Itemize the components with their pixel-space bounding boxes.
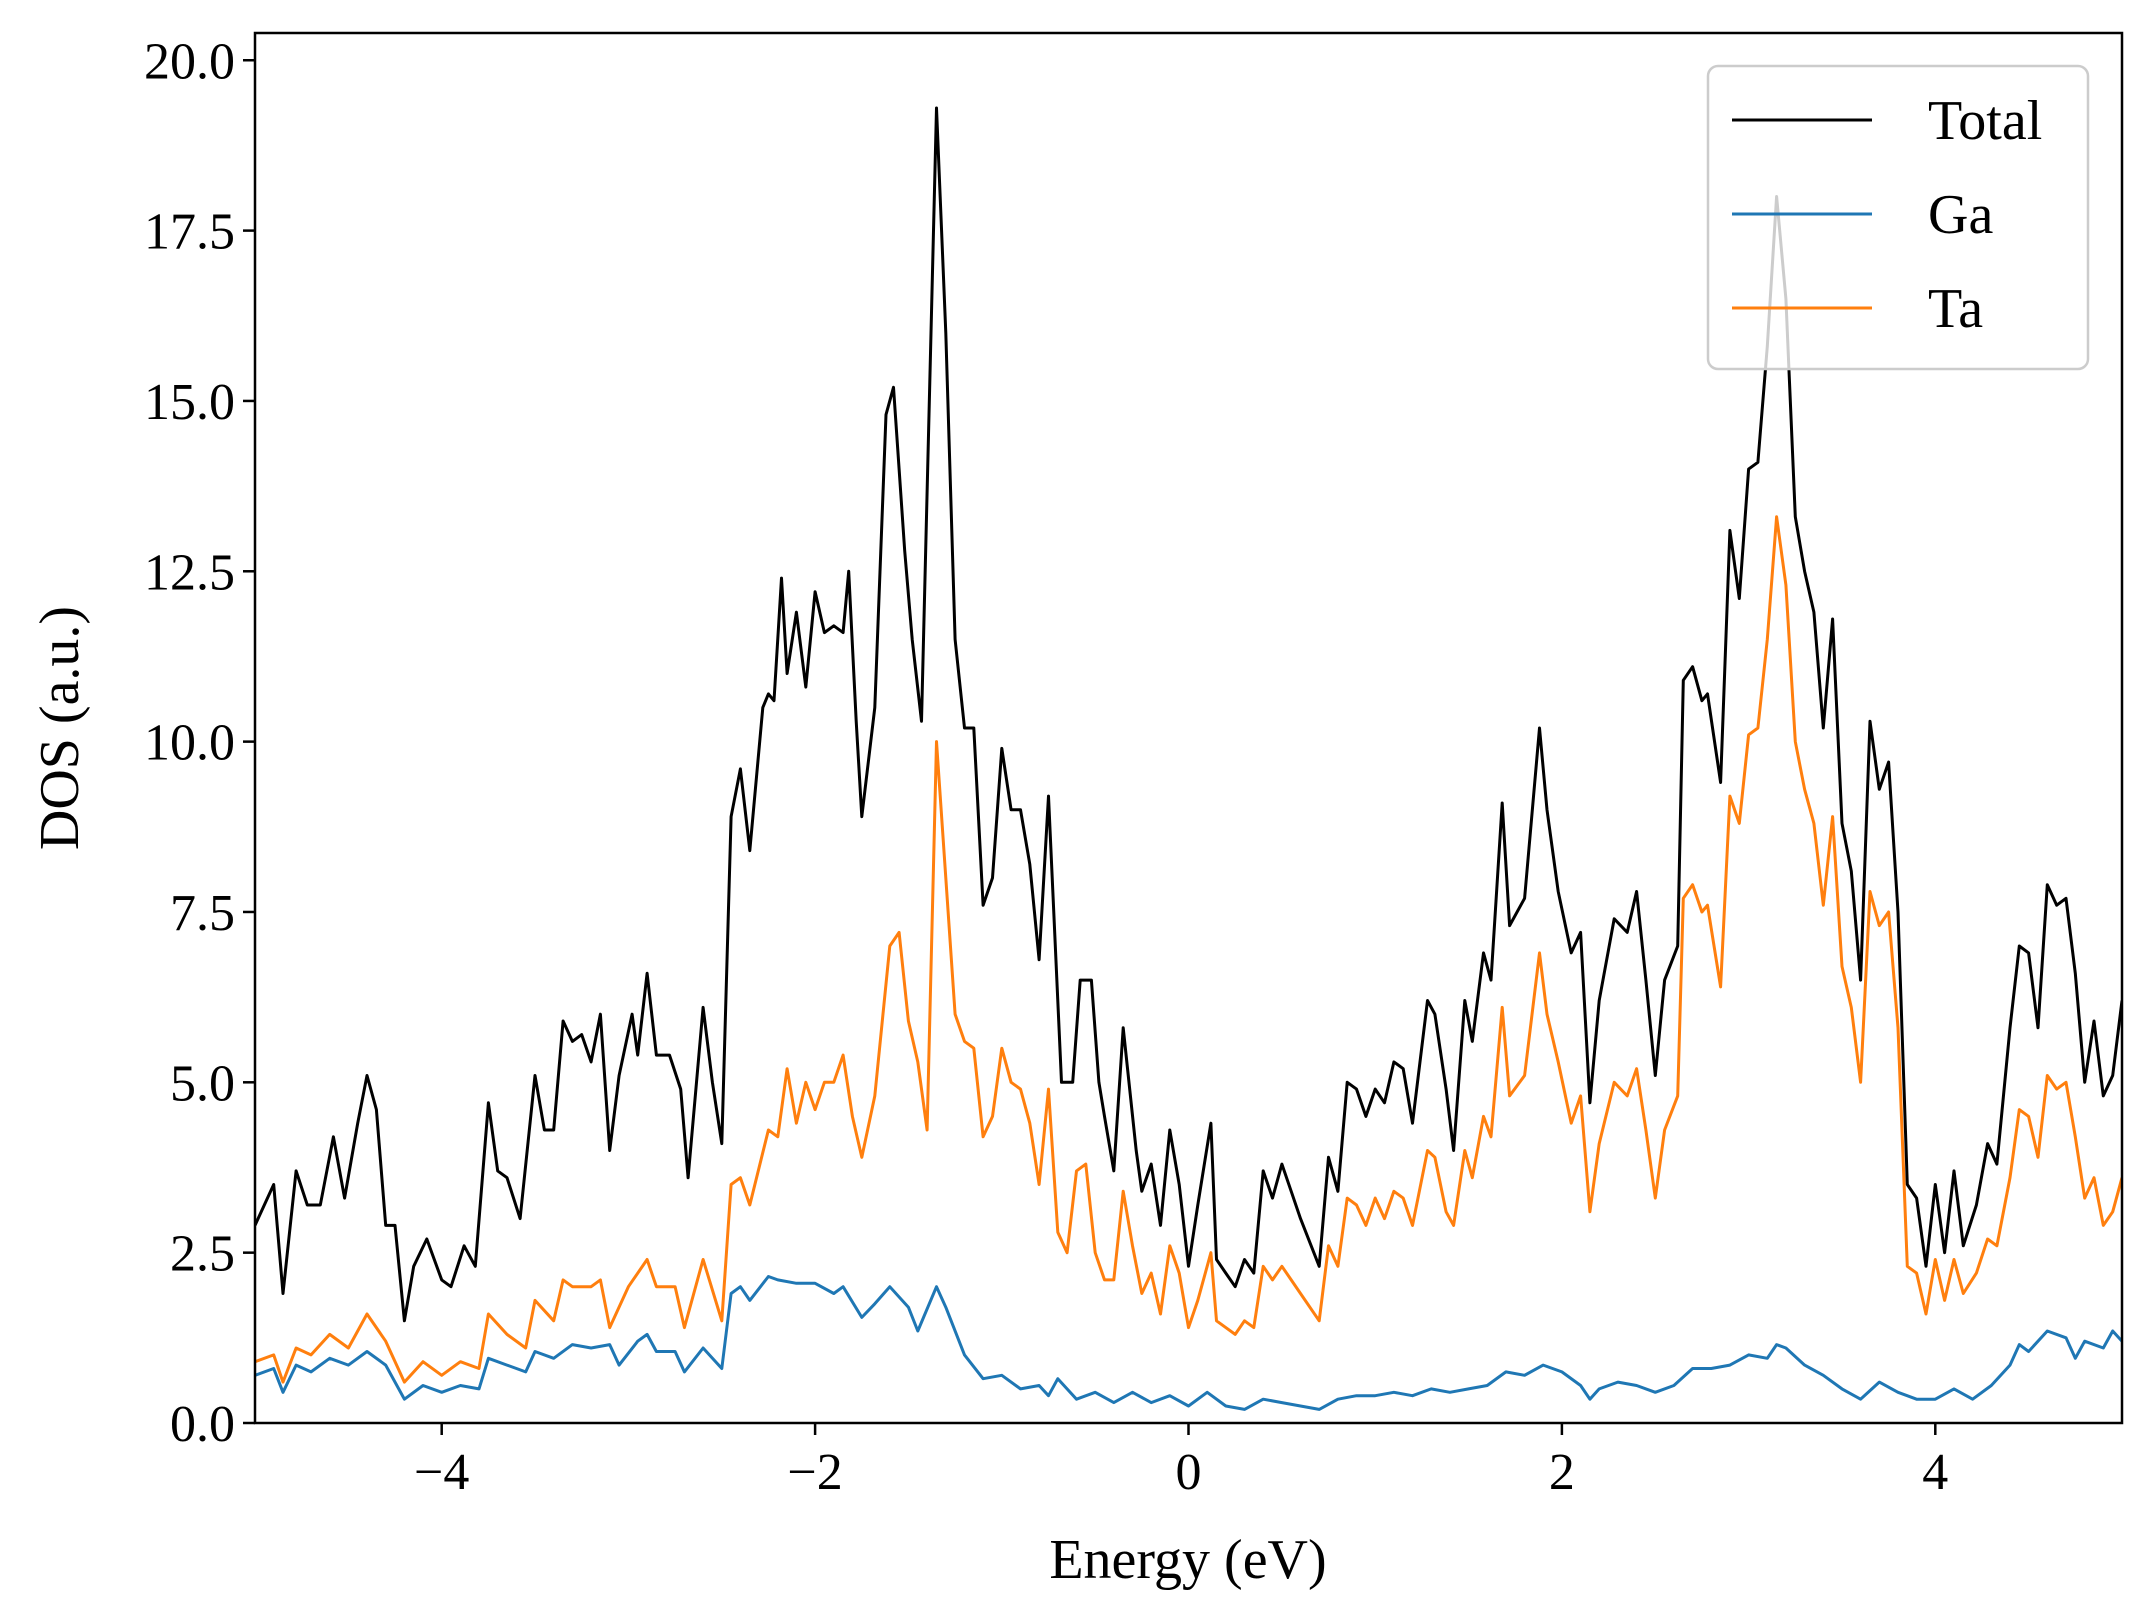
- x-tick-label: 0: [1176, 1444, 1202, 1501]
- series-line-total: [255, 106, 2122, 1323]
- legend-box: [1706, 64, 2090, 371]
- y-tick-label: 12.5: [144, 544, 235, 601]
- y-tick-label: 17.5: [144, 204, 235, 261]
- y-tick-label: 20.0: [144, 33, 235, 90]
- x-tick-label: 2: [1549, 1444, 1575, 1501]
- x-tick-label: 4: [1922, 1444, 1948, 1501]
- x-axis: −4 −2 0 2 4: [414, 1423, 1948, 1501]
- y-tick-label: 10.0: [144, 715, 235, 772]
- legend-label-ta: Ta: [1928, 278, 1983, 340]
- y-tick-label: 7.5: [170, 885, 235, 942]
- y-tick-label: 2.5: [170, 1226, 235, 1283]
- legend-label-total: Total: [1928, 90, 2042, 152]
- legend: Total Ga Ta: [1706, 64, 2090, 371]
- x-axis-label: Energy (eV): [1049, 1529, 1326, 1591]
- series-line-ta: [255, 515, 2122, 1384]
- x-tick-label: −2: [787, 1444, 842, 1501]
- x-tick-label: −4: [414, 1444, 469, 1501]
- series-layer: [255, 106, 2122, 1411]
- y-axis: 0.0 2.5 5.0 7.5 10.0 12.5 15.0 17.5 20.0: [144, 33, 255, 1453]
- legend-label-ga: Ga: [1928, 184, 1993, 246]
- y-tick-label: 0.0: [170, 1396, 235, 1453]
- y-axis-label: DOS (a.u.): [29, 606, 91, 850]
- y-tick-label: 15.0: [144, 374, 235, 431]
- series-line-ga: [255, 1275, 2122, 1411]
- y-tick-label: 5.0: [170, 1055, 235, 1112]
